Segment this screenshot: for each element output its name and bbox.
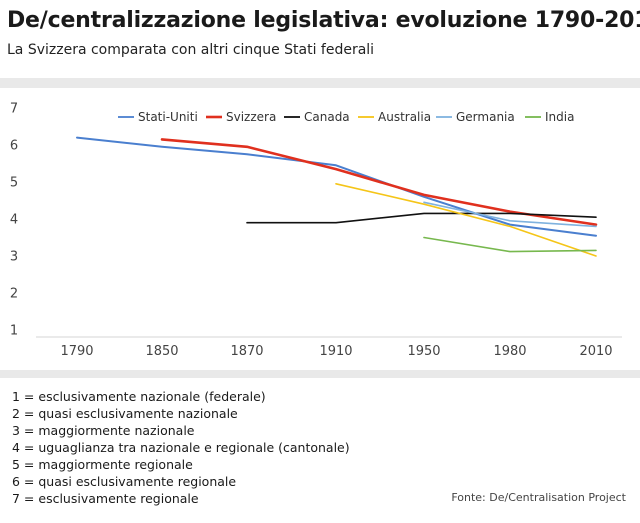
x-tick-label: 1870 bbox=[230, 344, 263, 359]
x-tick-label: 2010 bbox=[579, 344, 612, 359]
y-tick-label: 4 bbox=[10, 213, 18, 228]
scale-note: 3 = maggiormente nazionale bbox=[12, 423, 195, 438]
legend-label: Svizzera bbox=[226, 110, 276, 124]
series-line bbox=[423, 236, 597, 253]
series-line bbox=[246, 212, 597, 224]
legend-label: Canada bbox=[304, 110, 350, 124]
scale-note: 1 = esclusivamente nazionale (federale) bbox=[12, 389, 266, 404]
scale-note: 2 = quasi esclusivamente nazionale bbox=[12, 406, 238, 421]
chart-subtitle: La Svizzera comparata con altri cinque S… bbox=[7, 42, 375, 58]
x-tick-label: 1950 bbox=[407, 344, 440, 359]
y-tick-label: 5 bbox=[10, 176, 18, 191]
legend-label: India bbox=[545, 110, 574, 124]
series-line bbox=[423, 201, 597, 228]
legend-label: Australia bbox=[378, 110, 431, 124]
scale-note: 5 = maggiormente regionale bbox=[12, 457, 193, 472]
scale-note: 6 = quasi esclusivamente regionale bbox=[12, 474, 237, 489]
y-tick-label: 6 bbox=[10, 139, 18, 154]
x-tick-label: 1910 bbox=[319, 344, 352, 359]
line-chart: 1 2 3 4 5 6 7 1790 1850 1870 1910 1950 1980 2010 Stati… bbox=[10, 102, 622, 359]
chart-area: 1 2 3 4 5 6 7 1790 1850 1870 1910 1950 1980 2010 Stati… bbox=[0, 88, 640, 370]
series-line bbox=[76, 136, 597, 237]
x-tick-label: 1790 bbox=[60, 344, 93, 359]
chart-title: De/centralizzazione legislativa: evoluzi… bbox=[7, 8, 640, 33]
scale-note: 7 = esclusivamente regionale bbox=[12, 491, 199, 506]
header: De/centralizzazione legislativa: evoluzi… bbox=[0, 0, 640, 78]
y-tick-label: 2 bbox=[10, 287, 18, 302]
source-note: Fonte: De/Centralisation Project bbox=[451, 491, 626, 504]
y-tick-label: 7 bbox=[10, 102, 18, 117]
scale-note: 4 = uguaglianza tra nazionale e regional… bbox=[12, 440, 350, 455]
scale-notes: 1 = esclusivamente nazionale (federale) … bbox=[12, 388, 350, 507]
y-tick-label: 1 bbox=[10, 324, 18, 339]
x-tick-label: 1980 bbox=[493, 344, 526, 359]
legend-label: Germania bbox=[456, 110, 515, 124]
series-line bbox=[335, 183, 597, 257]
legend-label: Stati-Uniti bbox=[138, 110, 198, 124]
y-tick-label: 3 bbox=[10, 250, 18, 265]
x-tick-label: 1850 bbox=[145, 344, 178, 359]
